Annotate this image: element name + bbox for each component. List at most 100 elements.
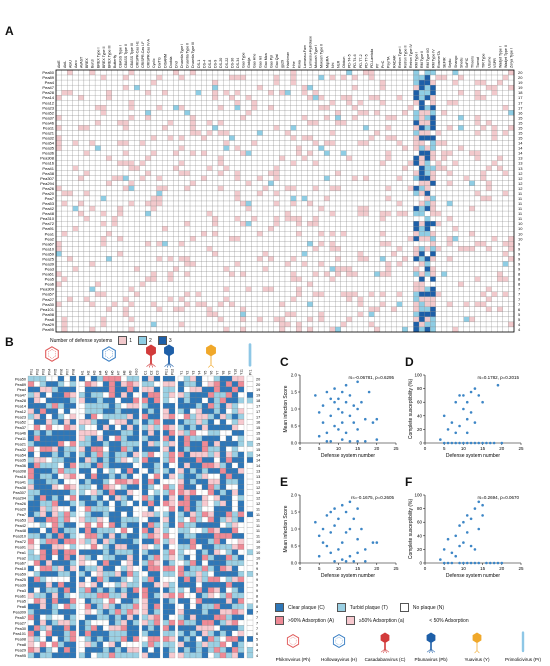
- count-label: 17: [518, 100, 523, 105]
- heatmap-cell: [173, 125, 180, 131]
- heatmap-cell: [485, 180, 492, 187]
- heatmap-cell: [312, 326, 319, 333]
- heatmap-cell: [134, 326, 140, 333]
- heatmap-cell: [340, 100, 347, 106]
- heatmap-cell: [340, 246, 347, 252]
- heatmap-cell: [212, 74, 219, 81]
- heatmap-cell: [296, 266, 302, 272]
- heatmap-cell: [72, 165, 79, 171]
- heatmap-cell: [128, 205, 135, 212]
- heatmap-cell: [508, 190, 515, 197]
- heatmap-cell: [463, 74, 470, 81]
- heatmap-cell: [390, 200, 397, 207]
- heatmap-cell: [72, 125, 79, 131]
- heatmap-cell: [452, 105, 459, 111]
- host-range-cell: [51, 440, 59, 447]
- system-label: SoFIC: [465, 57, 469, 68]
- host-range-cell: [63, 625, 71, 631]
- host-range-cell: [84, 533, 92, 539]
- heatmap-cell: [279, 316, 286, 323]
- heatmap-cell: [67, 69, 73, 76]
- heatmap-cell: [167, 170, 174, 176]
- heatmap-cell: [318, 140, 325, 146]
- heatmap-cell: [335, 210, 341, 217]
- host-range-cell: [63, 571, 71, 577]
- heatmap-cell: [363, 175, 369, 181]
- heatmap-cell: [363, 261, 369, 267]
- heatmap-cell: [508, 110, 515, 116]
- host-range-cell: [78, 554, 86, 561]
- heatmap-cell: [156, 321, 163, 328]
- heatmap-cell: [346, 180, 353, 187]
- heatmap-cell: [458, 140, 464, 146]
- heatmap-cell: [156, 185, 163, 192]
- heatmap-cell: [357, 140, 364, 146]
- heatmap-cell: [301, 210, 308, 217]
- heatmap-cell: [184, 69, 191, 76]
- heatmap-cell: [72, 281, 79, 287]
- host-range-cell: [39, 435, 47, 442]
- heatmap-cell: [351, 120, 358, 126]
- heatmap-cell: [234, 115, 241, 121]
- heatmap-cell: [122, 160, 129, 166]
- heatmap-cell: [463, 276, 470, 282]
- heatmap-cell: [480, 281, 487, 287]
- heatmap-cell: [156, 301, 163, 307]
- heatmap-cell: [78, 256, 85, 262]
- heatmap-cell: [351, 306, 358, 312]
- heatmap-cell: [256, 195, 263, 202]
- heatmap-cell: [301, 79, 308, 86]
- host-range-cell: [33, 576, 41, 583]
- heatmap-cell: [407, 241, 414, 247]
- host-range-cell: [33, 571, 41, 577]
- heatmap-cell: [251, 286, 258, 292]
- heatmap-cell: [67, 160, 73, 166]
- heatmap-cell: [485, 271, 492, 277]
- heatmap-cell: [385, 296, 392, 302]
- heatmap-cell: [396, 291, 403, 297]
- heatmap-cell: [474, 276, 481, 282]
- heatmap-cell: [502, 190, 509, 197]
- heatmap-cell: [167, 150, 174, 156]
- heatmap-cell: [307, 115, 314, 121]
- heatmap-cell: [446, 130, 453, 136]
- heatmap-cell: [402, 266, 409, 272]
- heatmap-cell: [508, 221, 515, 227]
- heatmap-cell: [100, 135, 107, 141]
- heatmap-cell: [106, 160, 112, 166]
- heatmap-cell: [435, 276, 442, 282]
- phage-label: Ph3: [42, 369, 46, 375]
- heatmap-cell: [430, 170, 436, 176]
- heatmap-cell: [340, 215, 347, 222]
- heatmap-cell: [268, 125, 274, 131]
- heatmap-cell: [396, 311, 403, 318]
- heatmap-cell: [413, 135, 420, 141]
- heatmap-cell: [340, 271, 347, 277]
- heatmap-cell: [256, 130, 263, 136]
- host-range-cell: [78, 619, 86, 626]
- heatmap-cell: [156, 155, 163, 161]
- heatmap-cell: [229, 69, 235, 76]
- heatmap-cell: [318, 110, 325, 116]
- heatmap-cell: [150, 84, 157, 91]
- heatmap-cell: [161, 115, 168, 121]
- heatmap-cell: [491, 125, 498, 131]
- heatmap-cell: [256, 145, 263, 151]
- heatmap-cell: [128, 95, 135, 101]
- heatmap-cell: [67, 165, 73, 171]
- host-range-cell: [39, 397, 47, 404]
- heatmap-cell: [402, 291, 409, 297]
- heatmap-cell: [323, 321, 330, 328]
- heatmap-cell: [458, 251, 464, 257]
- heatmap-cell: [357, 145, 364, 151]
- heatmap-cell: [55, 105, 62, 111]
- heatmap-cell: [290, 276, 297, 282]
- host-range-cell: [84, 522, 92, 528]
- heatmap-cell: [390, 150, 397, 156]
- heatmap-cell: [357, 175, 364, 181]
- heatmap-cell: [240, 145, 247, 151]
- heatmap-cell: [441, 266, 448, 272]
- heatmap-cell: [268, 210, 274, 217]
- heatmap-cell: [279, 241, 286, 247]
- system-label: Retron Type I: [398, 46, 402, 68]
